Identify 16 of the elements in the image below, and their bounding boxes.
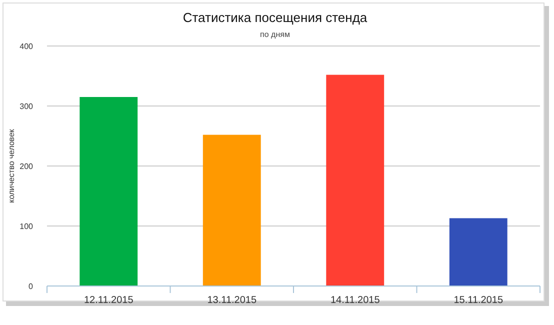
y-tick-label: 300 <box>20 102 34 111</box>
y-tick-label: 200 <box>20 162 34 171</box>
chart-title: Статистика посещения стенда <box>182 10 368 25</box>
x-tick-label: 15.11.2015 <box>454 295 504 306</box>
y-tick-label: 0 <box>28 282 34 291</box>
chart-subtitle: по дням <box>260 30 290 39</box>
x-tick-label: 12.11.2015 <box>84 295 134 306</box>
bar <box>449 218 508 286</box>
x-tick-label: 13.11.2015 <box>207 295 257 306</box>
y-tick-label: 400 <box>20 42 34 51</box>
bar <box>80 97 138 286</box>
bar <box>326 74 384 286</box>
y-tick-label: 100 <box>20 222 34 231</box>
bar <box>202 134 261 286</box>
y-axis-title: количество человек <box>7 128 16 203</box>
x-tick-label: 14.11.2015 <box>330 295 380 306</box>
